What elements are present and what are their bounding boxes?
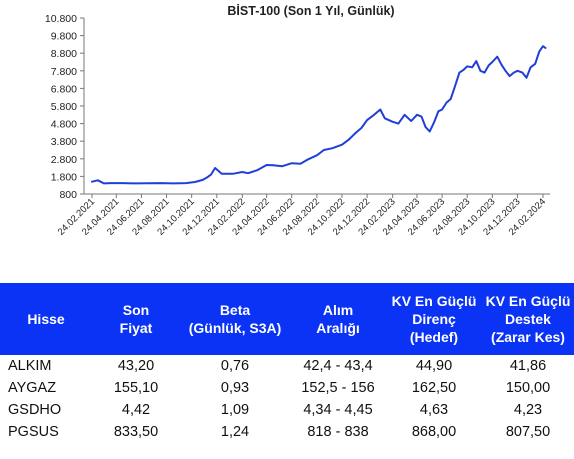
column-header-line: KV En Güçlü [391, 293, 477, 309]
table-cell: 4,34 - 4,45 [303, 402, 373, 418]
y-tick-label: 2.800 [51, 154, 77, 166]
y-tick-label: 4.800 [51, 119, 77, 131]
y-tick-label: 5.800 [51, 101, 77, 113]
table-cell: 1,24 [220, 424, 250, 440]
y-tick-label: 9.800 [51, 31, 77, 43]
column-header: Hisse [0, 283, 92, 355]
table-body: ALKIM 43,20 0,76 42,4 - 43,4 44,90 41,86 AYGAZ… [0, 355, 574, 443]
table-row: GSDHO 4,42 1,09 4,34 - 4,45 4,63 4,23 [0, 399, 574, 421]
column-header-line: (Zarar Kes) [491, 329, 565, 345]
column-header-line: Son [122, 302, 150, 318]
table-cell: 42,4 - 43,4 [303, 358, 373, 374]
table-cell: 43,20 [117, 358, 155, 374]
table-cell: 4,63 [419, 402, 449, 418]
table-header-row: Hisse Son Fiyat Beta (Günlük, S3A) Alım Aralığ… [0, 283, 574, 355]
y-tick-label: 3.800 [51, 136, 77, 148]
table-cell: 41,86 [509, 358, 547, 374]
column-header: Beta (Günlük, S3A) [180, 283, 290, 355]
column-header-line: Destek [505, 311, 551, 327]
chart-title: BİST-100 (Son 1 Yıl, Günlük) [227, 3, 394, 18]
y-tick-label: 800 [59, 189, 77, 201]
y-tick-label: 6.800 [51, 83, 77, 95]
column-header: Alım Aralığı [290, 283, 386, 355]
table-cell: 44,90 [415, 358, 453, 374]
stock-table: Hisse Son Fiyat Beta (Günlük, S3A) Alım Aralığ… [0, 283, 574, 443]
table-cell: 818 - 838 [307, 424, 369, 440]
column-header-line: Aralığı [316, 320, 360, 336]
ticker-cell: AYGAZ [8, 380, 57, 396]
table-cell: 150,00 [505, 380, 551, 396]
bist100-series-line [91, 45, 547, 185]
table-cell: 0,76 [220, 358, 250, 374]
table-cell: 152,5 - 156 [301, 380, 375, 396]
table-cell: 0,93 [220, 380, 250, 396]
ticker-cell: PGSUS [8, 424, 59, 440]
ticker-cell: GSDHO [8, 402, 62, 418]
table-cell: 868,00 [411, 424, 457, 440]
y-tick-label: 7.800 [51, 66, 77, 78]
column-header-line: Beta [219, 302, 251, 318]
column-header-line: Direnç [412, 311, 456, 327]
table-row: AYGAZ 155,10 0,93 152,5 - 156 162,50 150,00 [0, 377, 574, 399]
table-cell: 807,50 [505, 424, 551, 440]
ticker-cell: ALKIM [8, 358, 52, 374]
table-row: ALKIM 43,20 0,76 42,4 - 43,4 44,90 41,86 [0, 355, 574, 377]
column-header: KV En Güçlü Destek (Zarar Kes) [482, 283, 574, 355]
column-header-line: Hisse [27, 311, 65, 327]
chart-panel: BİST-100 (Son 1 Yıl, Günlük) 800 1.800 2.80… [45, 3, 550, 238]
line-chart: BİST-100 (Son 1 Yıl, Günlük) 800 1.800 2.80… [45, 3, 550, 238]
column-header-line: Alım [322, 302, 354, 318]
column-header: KV En Güçlü Direnç (Hedef) [386, 283, 482, 355]
column-header-line: (Hedef) [409, 329, 459, 345]
table-cell: 4,42 [121, 402, 151, 418]
y-tick-label: 8.800 [51, 48, 77, 60]
y-tick-label: 10.800 [45, 13, 77, 25]
table-cell: 4,23 [513, 402, 543, 418]
stock-table-panel: Hisse Son Fiyat Beta (Günlük, S3A) Alım Aralığ… [0, 283, 574, 443]
column-header-line: Fiyat [119, 320, 153, 336]
table-cell: 833,50 [113, 424, 159, 440]
column-header: Son Fiyat [92, 283, 180, 355]
table-row: PGSUS 833,50 1,24 818 - 838 868,00 807,50 [0, 421, 574, 443]
column-header-line: KV En Güçlü [485, 293, 571, 309]
table-cell: 155,10 [113, 380, 159, 396]
column-header-line: (Günlük, S3A) [188, 320, 282, 336]
table-cell: 162,50 [411, 380, 457, 396]
table-cell: 1,09 [220, 402, 250, 418]
y-tick-label: 1.800 [51, 171, 77, 183]
